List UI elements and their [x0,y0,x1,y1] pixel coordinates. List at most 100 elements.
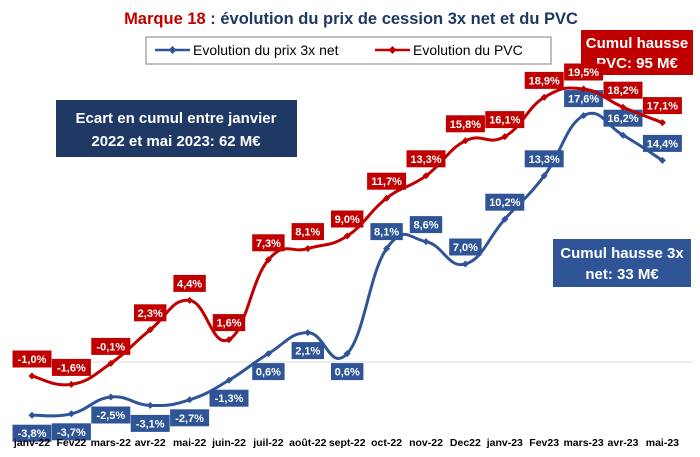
point-prix-2 [107,393,115,401]
data-label-prix-13: 13,3% [524,150,564,168]
data-label-box-prix-12 [485,193,525,211]
data-label-box-pvc-13 [524,71,564,89]
data-label-box-pvc-3 [134,304,167,322]
legend-marker-pvc [388,46,397,54]
data-label-pvc-2: -0,1% [91,337,131,355]
x-tick-label-16: mai-23 [646,437,679,449]
data-label-box-prix-11 [449,238,482,256]
data-label-text-prix-11: 7,0% [453,242,478,254]
chart-title-brand: Marque 18 [124,10,206,28]
point-prix-3 [146,401,154,409]
data-label-prix-4: -2,7% [170,409,210,427]
data-label-prix-14: 17,6% [564,90,604,108]
point-prix-6 [264,350,272,358]
legend-item-pvc: Evolution du PVC [375,42,523,58]
data-label-box-pvc-9 [367,172,407,190]
data-label-box-pvc-8 [331,210,364,228]
data-label-text-pvc-9: 11,7% [371,176,402,188]
point-pvc-10 [422,172,430,180]
data-label-box-pvc-10 [406,150,446,168]
legend-box [145,36,552,65]
data-label-box-prix-0 [12,424,52,442]
x-tick-label-4: mai-22 [173,437,206,449]
data-label-box-prix-2 [91,406,131,424]
data-label-text-prix-6: 0,6% [256,367,281,379]
data-label-prix-16: 14,4% [642,134,682,152]
legend-marker-prix [168,46,177,54]
data-label-prix-0: -3,8% [12,424,52,442]
net-note-line-1: Cumul hausse 3x [560,245,684,262]
data-label-pvc-11: 15,8% [445,115,485,133]
net-note: Cumul hausse 3x net: 33 M€ [553,239,691,287]
data-label-text-prix-4: -2,7% [175,413,204,425]
point-prix-1 [67,410,75,418]
x-tick-label-0: janv-22 [13,437,50,449]
data-label-box-prix-6 [252,363,285,381]
point-prix-14 [580,112,588,120]
point-pvc-15 [619,103,627,111]
data-label-pvc-12: 16,1% [485,111,525,129]
point-pvc-11 [461,137,469,145]
data-label-text-pvc-11: 15,8% [450,119,481,131]
data-label-box-prix-15 [603,109,643,127]
point-prix-16 [658,156,666,164]
data-label-box-pvc-15 [603,81,643,99]
point-pvc-6 [264,256,272,264]
data-label-text-prix-16: 14,4% [647,138,678,150]
data-label-box-pvc-1 [51,358,91,376]
data-label-box-pvc-5 [212,314,246,332]
data-label-text-prix-5: -1,3% [215,393,244,405]
data-label-text-pvc-15: 18,2% [607,85,638,97]
point-pvc-8 [343,232,351,240]
data-label-box-prix-7 [291,342,324,360]
data-label-prix-15: 16,2% [603,109,643,127]
data-label-text-prix-1: -3,7% [57,427,86,439]
x-tick-label-15: avr-23 [608,437,639,449]
data-label-text-pvc-0: -1,0% [18,354,47,366]
data-label-prix-3: -3,1% [130,414,170,432]
x-tick-label-1: Fev22 [57,437,87,449]
x-tick-label-9: oct-22 [371,437,402,449]
ecart-note-box [56,100,297,157]
data-label-pvc-9: 11,7% [367,172,407,190]
data-label-text-prix-14: 17,6% [568,94,599,106]
data-label-prix-10: 8,6% [409,216,443,234]
x-tick-label-5: juin-22 [211,437,246,449]
data-label-pvc-14: 19,5% [564,63,604,81]
net-note-line-2: net: 33 M€ [585,266,659,283]
chart-title-text: : évolution du prix de cession 3x net et… [206,10,578,28]
data-label-text-prix-0: -3,8% [18,428,47,440]
ecart-note-line-1: Ecart en cumul entre janvier [76,110,277,127]
pvc-note-line-2: PVC: 95 M€ [596,55,678,72]
data-label-text-prix-15: 16,2% [607,113,638,125]
point-pvc-5 [225,336,233,344]
point-pvc-4 [186,296,194,304]
data-label-pvc-10: 13,3% [406,150,446,168]
series-prix: -3,8% -3,7% -2,5% -3,1% -2,7% -1,3% 0,6% 2,1% 0,… [12,90,682,442]
data-label-text-pvc-3: 2,3% [138,308,163,320]
data-label-prix-5: -1,3% [209,389,249,407]
data-label-text-prix-2: -2,5% [96,410,125,422]
legend-label-prix: Evolution du prix 3x net [193,42,339,58]
data-label-text-pvc-6: 7,3% [256,238,281,250]
data-label-prix-1: -3,7% [51,423,91,441]
point-pvc-0 [28,372,36,380]
data-label-text-pvc-2: -0,1% [96,341,125,353]
x-tick-label-11: Dec22 [450,437,481,449]
data-label-prix-12: 10,2% [485,193,525,211]
data-label-pvc-0: -1,0% [12,350,52,368]
series-line-pvc [30,86,664,387]
x-tick-label-7: août-22 [289,437,327,449]
data-label-prix-2: -2,5% [91,406,131,424]
x-tick-label-10: nov-22 [409,437,443,449]
plot-area: -3,8% -3,7% -2,5% -3,1% -2,7% -1,3% 0,6% 2,1% 0,… [12,63,682,442]
x-tick-label-14: mars-23 [563,437,603,449]
data-label-pvc-7: 8,1% [291,223,324,241]
data-label-box-prix-5 [209,389,249,407]
point-pvc-3 [146,326,154,334]
point-pvc-9 [383,194,391,202]
data-label-text-pvc-16: 17,1% [647,101,678,113]
data-label-box-pvc-2 [91,337,131,355]
x-tick-label-2: mars-22 [91,437,131,449]
data-label-pvc-6: 7,3% [252,234,285,252]
